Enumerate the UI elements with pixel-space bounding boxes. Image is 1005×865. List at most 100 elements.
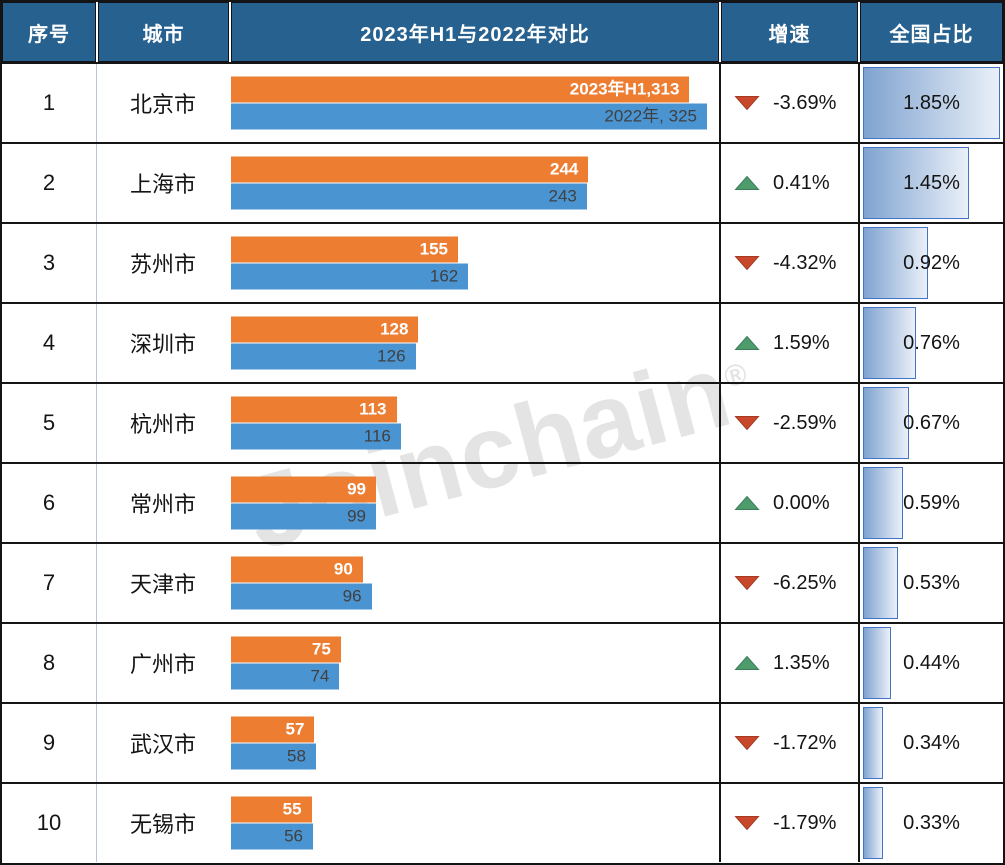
growth-cell: 1.35% [719, 624, 858, 702]
bar-2022: 58 [231, 743, 316, 770]
share-databar [863, 67, 1000, 139]
bar-2023-label: 75 [311, 639, 331, 659]
table-row: 2 上海市 244 243 0.41% 1.45% [2, 142, 1003, 222]
city-name: 广州市 [96, 624, 229, 702]
bar-2023-label: 55 [282, 799, 302, 819]
row-index: 6 [42, 490, 56, 515]
share-value: 0.67% [903, 411, 960, 434]
growth-value: 1.35% [773, 651, 830, 674]
bar-2022: 56 [231, 823, 314, 850]
growth-cell: 0.00% [719, 464, 858, 542]
bar-2022: 74 [231, 663, 340, 690]
bar-2022: 2022年, 325 [231, 103, 707, 130]
triangle-up-icon [734, 655, 760, 670]
growth-value: 1.59% [773, 331, 830, 354]
table-row: 4 深圳市 128 126 1.59% 0.76% [2, 302, 1003, 382]
triangle-down-icon [734, 256, 760, 271]
bar-2022-label: 162 [429, 266, 459, 286]
share-value: 0.44% [903, 651, 960, 674]
row-index: 9 [42, 730, 56, 755]
table-row: 10 无锡市 55 56 -1.79% 0.33% [2, 782, 1003, 862]
share-cell: 0.76% [858, 304, 1003, 382]
share-cell: 0.59% [858, 464, 1003, 542]
growth-cell: -2.59% [719, 384, 858, 462]
comparison-bars: 113 116 [229, 384, 719, 462]
comparison-bars: 244 243 [229, 144, 719, 222]
bar-2022: 96 [231, 583, 372, 610]
share-value: 0.76% [903, 331, 960, 354]
city-name: 苏州市 [96, 224, 229, 302]
share-databar [863, 227, 929, 299]
bar-2022-label: 243 [548, 186, 577, 206]
bar-group: 55 56 [231, 796, 707, 850]
share-cell: 1.45% [858, 144, 1003, 222]
growth-value: 0.41% [773, 171, 830, 194]
bar-2022: 99 [231, 503, 376, 530]
row-index: 2 [42, 170, 56, 195]
bar-2022: 126 [231, 343, 416, 370]
triangle-up-icon [734, 335, 760, 350]
share-databar [863, 147, 970, 219]
bar-2022-label: 126 [377, 346, 406, 366]
comparison-bars: 75 74 [229, 624, 719, 702]
bar-group: 155 162 [231, 236, 707, 290]
growth-value: -3.69% [773, 91, 837, 114]
share-cell: 0.33% [858, 784, 1003, 862]
bar-group: 75 74 [231, 636, 707, 690]
growth-value: -4.32% [773, 251, 837, 274]
city-name: 杭州市 [96, 384, 229, 462]
bar-group: 2023年H1,313 2022年, 325 [231, 76, 707, 130]
table-header: 序号 城市 2023年H1与2022年对比 增速 全国占比 [2, 2, 1003, 62]
triangle-down-icon [734, 576, 760, 591]
header-share: 全国占比 [860, 2, 1003, 62]
bar-2022: 116 [231, 423, 401, 450]
row-index: 7 [42, 570, 56, 595]
bar-2022-label: 96 [342, 586, 362, 606]
bar-2023: 75 [231, 636, 341, 663]
growth-cell: -3.69% [719, 64, 858, 142]
share-databar [863, 787, 883, 859]
row-index: 3 [42, 250, 56, 275]
bar-2023: 155 [231, 236, 458, 263]
bar-2023: 90 [231, 556, 363, 583]
triangle-up-icon [734, 175, 760, 190]
share-cell: 0.53% [858, 544, 1003, 622]
bar-2023-label: 99 [347, 479, 366, 499]
comparison-bars: 2023年H1,313 2022年, 325 [229, 64, 719, 142]
city-name: 常州市 [96, 464, 229, 542]
bar-2022: 162 [231, 263, 469, 290]
share-cell: 1.85% [858, 64, 1003, 142]
growth-value: -1.72% [773, 731, 837, 754]
triangle-down-icon [734, 816, 760, 831]
bar-2023-label: 57 [285, 719, 305, 739]
city-name: 深圳市 [96, 304, 229, 382]
table-row: 8 广州市 75 74 1.35% 0.44% [2, 622, 1003, 702]
table-row: 1 北京市 2023年H1,313 2022年, 325 -3.69% 1.85… [2, 62, 1003, 142]
table-row: 6 常州市 99 99 0.00% 0.59% [2, 462, 1003, 542]
triangle-up-icon [734, 495, 760, 510]
row-index: 4 [42, 330, 56, 355]
header-city: 城市 [98, 2, 229, 62]
share-databar [863, 547, 898, 619]
row-index: 5 [42, 410, 56, 435]
share-databar [863, 467, 903, 539]
bar-group: 113 116 [231, 396, 707, 450]
comparison-bars: 57 58 [229, 704, 719, 782]
bar-2023: 128 [231, 316, 419, 343]
bar-2022: 243 [231, 183, 587, 210]
bar-2022-label: 74 [310, 666, 330, 686]
table-row: 9 武汉市 57 58 -1.72% 0.34% [2, 702, 1003, 782]
city-name: 天津市 [96, 544, 229, 622]
share-value: 0.33% [903, 811, 960, 834]
bar-2023: 55 [231, 796, 312, 823]
share-databar [863, 707, 884, 779]
bar-2023-label: 128 [380, 319, 409, 339]
bar-group: 90 96 [231, 556, 707, 610]
city-name: 武汉市 [96, 704, 229, 782]
growth-cell: 0.41% [719, 144, 858, 222]
bar-group: 99 99 [231, 476, 707, 530]
share-databar [863, 627, 891, 699]
growth-cell: -1.72% [719, 704, 858, 782]
bar-2023-label: 90 [333, 559, 353, 579]
